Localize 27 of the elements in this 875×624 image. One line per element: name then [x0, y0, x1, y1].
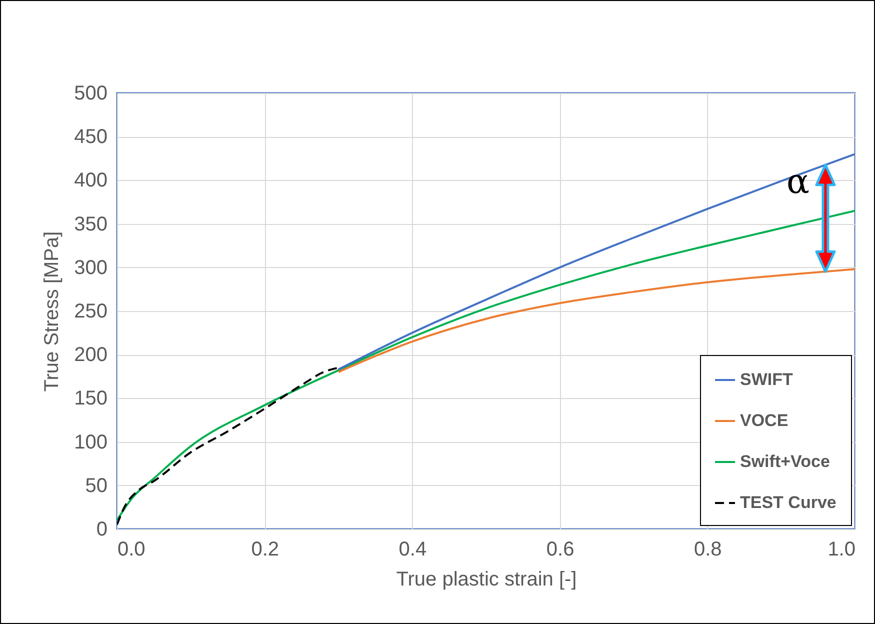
x-tick-label: 0.8: [694, 538, 722, 560]
y-tick-label: 200: [74, 344, 108, 366]
y-tick-label: 350: [74, 213, 108, 236]
x-tick-label: 1.0: [828, 538, 856, 560]
y-tick-label: 150: [74, 388, 108, 410]
y-tick-label: 450: [74, 126, 108, 148]
y-tick-label: 50: [85, 474, 108, 497]
annotation: α: [786, 162, 810, 202]
y-tick-label: 500: [74, 82, 108, 104]
line-series: [117, 366, 340, 526]
legend-label: VOCE: [740, 411, 788, 430]
x-tick-label: 0.2: [251, 538, 280, 560]
legend-label: Swift+Voce: [740, 452, 830, 471]
x-axis-title: True plastic strain [-]: [396, 568, 577, 590]
y-tick-label: 400: [74, 170, 108, 192]
x-tick-label: 0.4: [398, 538, 427, 560]
line-series: [117, 210, 855, 522]
y-tick-label: 250: [74, 300, 108, 322]
legend-label: SWIFT: [740, 370, 794, 389]
y-tick-label: 0: [96, 518, 108, 540]
y-tick-label: 100: [74, 431, 108, 454]
line-series: [337, 268, 855, 374]
x-tick-label: 0.0: [118, 538, 146, 560]
y-tick-label: 300: [74, 256, 108, 279]
x-tick-label: 0.6: [546, 538, 574, 560]
y-axis-title: True Stress [MPa]: [41, 231, 64, 392]
legend-label: TEST Curve: [740, 493, 836, 512]
